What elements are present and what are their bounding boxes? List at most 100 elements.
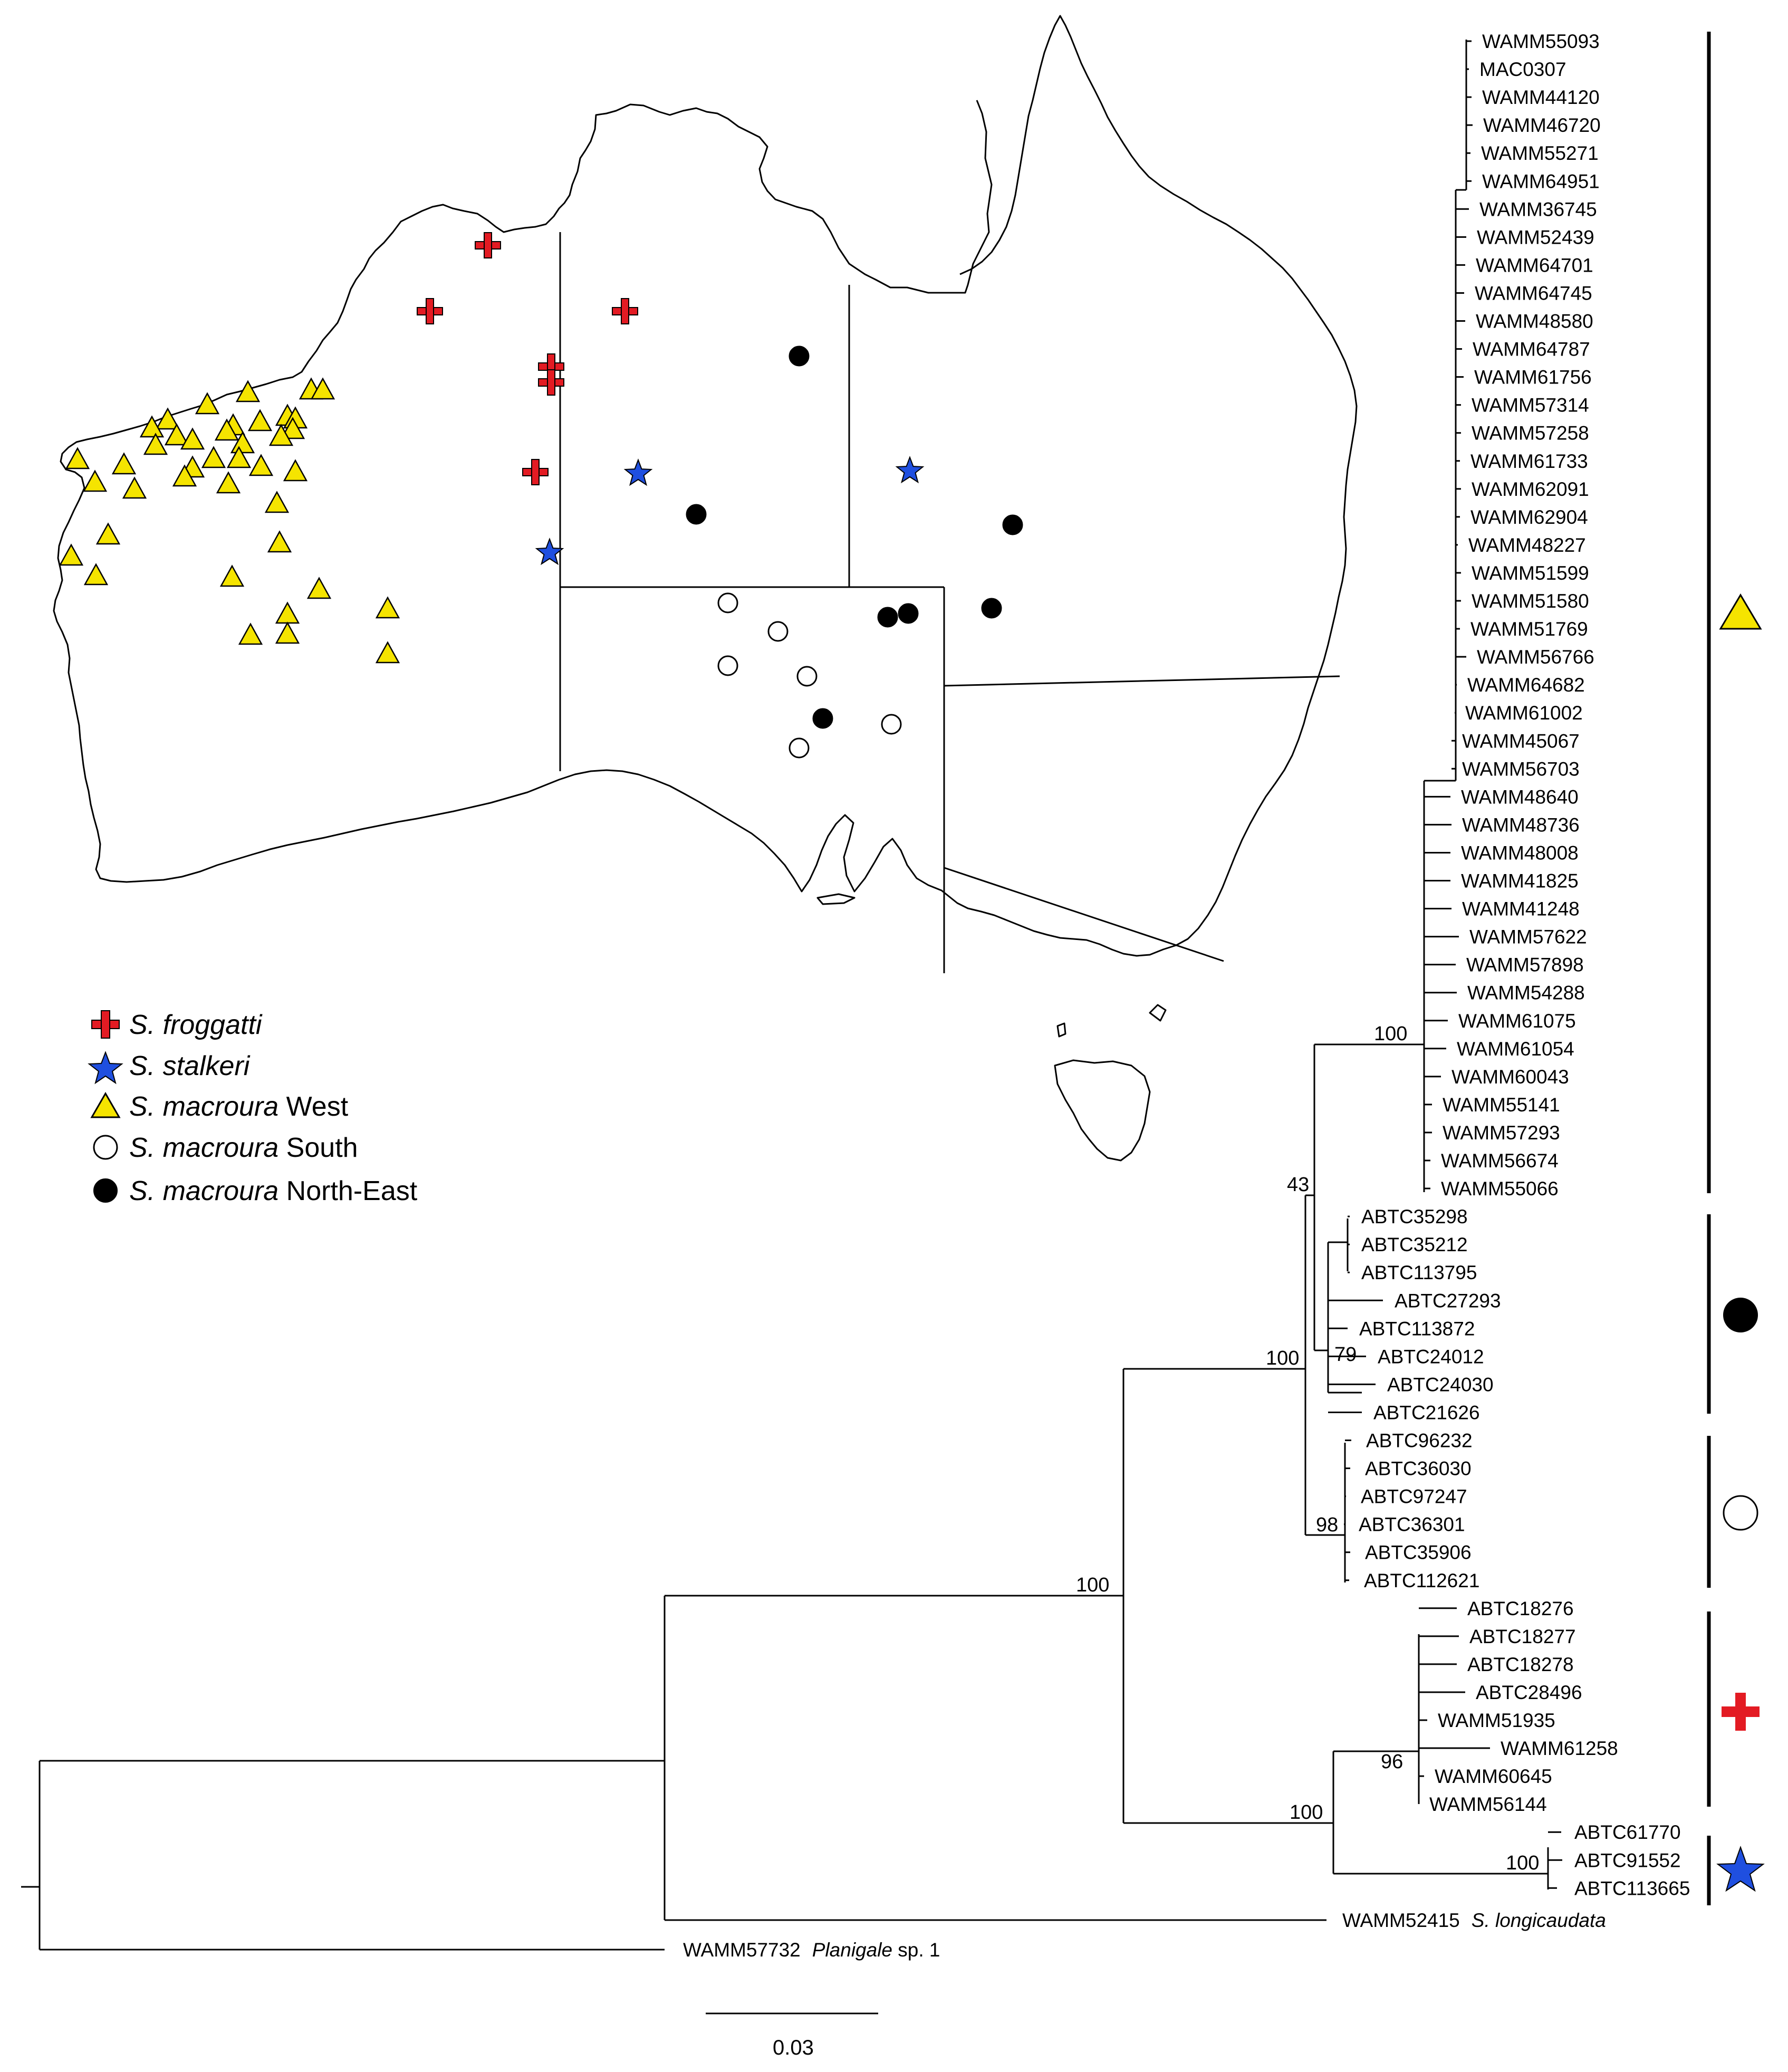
label-longicaudata: WAMM52415 S. longicaudata: [1342, 1910, 1606, 1931]
tip-label: ABTC18276: [1467, 1598, 1574, 1619]
tip-label: ABTC24012: [1378, 1346, 1484, 1367]
macroura-south-circle-icon: [881, 714, 902, 735]
macroura-west-triangle-icon: [95, 522, 121, 545]
tip-label: WAMM41248: [1462, 898, 1580, 920]
tip-label: WAMM61075: [1458, 1010, 1576, 1032]
tip-label: WAMM51769: [1470, 618, 1588, 640]
legend-item-macroura-northeast: S. macroura North-East: [93, 1176, 418, 1206]
tip-label: WAMM64682: [1467, 674, 1585, 696]
tip-label: WAMM48008: [1461, 842, 1579, 864]
tip-label: ABTC36301: [1359, 1514, 1465, 1536]
legend-froggatti-label: S. froggatti: [129, 1010, 263, 1040]
australia-map: [53, 15, 1358, 1162]
tip-label: WAMM60645: [1435, 1766, 1552, 1787]
tip-label: WAMM57314: [1472, 395, 1589, 416]
macroura-west-triangle-icon: [267, 530, 292, 553]
tip-label: WAMM48580: [1476, 311, 1593, 332]
kangaroo-island: [816, 893, 855, 905]
macroura-west-triangle-icon: [172, 464, 197, 487]
tip-label: ABTC36030: [1365, 1458, 1472, 1480]
tip-label: WAMM57622: [1469, 926, 1587, 948]
tip-label: WAMM46720: [1483, 114, 1601, 136]
tip-label: ABTC96232: [1366, 1430, 1473, 1452]
red-cross-icon: [91, 1010, 120, 1039]
svg-text:S. macroura West: S. macroura West: [129, 1091, 349, 1122]
macroura-west-triangle-icon: [280, 417, 305, 439]
tip-label: WAMM61054: [1457, 1038, 1574, 1060]
outgroup-labels: WAMM52415 S. longicaudata WAMM57732 Planig…: [683, 1910, 1606, 1961]
tip-label: ABTC28496: [1476, 1682, 1582, 1703]
support-ne-sub: 79: [1334, 1344, 1357, 1366]
svg-text:S. macroura North-East: S. macroura North-East: [129, 1176, 418, 1206]
map-markers: [59, 232, 1023, 759]
legend-macroura-northeast-label: S. macroura: [129, 1176, 278, 1206]
macroura-west-triangle-icon: [214, 418, 239, 441]
tip-label: ABTC91552: [1574, 1849, 1681, 1871]
support-values: 100 43 79 100 98 100 96 100 100: [1076, 1023, 1539, 1874]
macroura-west-triangle-icon: [216, 471, 241, 494]
phylogenetic-tree: WAMM55093 MAC0307 WAMM44120 WAMM46720 WAMM55…: [21, 31, 1690, 1951]
legend-item-stalkeri: S. stalkeri: [88, 1051, 251, 1085]
macroura-northeast-dot-icon: [686, 504, 707, 525]
legend-item-froggatti: S. froggatti: [91, 1010, 263, 1040]
tip-label: ABTC61770: [1574, 1821, 1681, 1843]
macroura-west-triangle-icon: [180, 427, 205, 450]
clade-west-tips: WAMM55093 MAC0307 WAMM44120 WAMM46720 WAMM55…: [1424, 31, 1601, 1200]
macroura-south-circle-icon: [767, 621, 789, 642]
tip-label: WAMM56766: [1477, 646, 1594, 668]
legend-stalkeri-label: S. stalkeri: [129, 1051, 251, 1081]
tip-label: WAMM45067: [1462, 730, 1580, 752]
macroura-west-triangle-icon: [238, 622, 263, 645]
froggatti-cross-icon: [417, 298, 443, 324]
macroura-west-triangle-icon: [219, 564, 245, 587]
support-south: 98: [1316, 1514, 1338, 1536]
tip-label: WAMM54288: [1467, 982, 1585, 1004]
tip-label: ABTC18278: [1467, 1654, 1574, 1675]
tip-label: WAMM55141: [1443, 1094, 1560, 1116]
tip-label: WAMM61733: [1470, 450, 1588, 472]
label-planigale: WAMM57732 Planigale sp. 1: [683, 1939, 940, 1961]
macroura-west-triangle-icon: [226, 446, 252, 468]
tip-label: WAMM56674: [1441, 1150, 1559, 1172]
froggatti-cross-icon: [538, 369, 564, 396]
macroura-west-triangle-icon: [375, 596, 400, 619]
macroura-south-circle-icon: [789, 737, 810, 759]
tip-label: MAC0307: [1479, 59, 1566, 80]
macroura-northeast-dot-icon: [1002, 514, 1023, 535]
clade-froggatti-cross-icon: [1722, 1693, 1760, 1731]
tip-label: ABTC35298: [1361, 1206, 1468, 1227]
flinders-island: [1149, 1004, 1167, 1022]
macroura-west-triangle-icon: [122, 476, 147, 499]
macroura-west-triangle-icon: [82, 469, 108, 492]
tip-label: WAMM55066: [1441, 1178, 1559, 1200]
clade-south-open-circle-icon: [1723, 1495, 1758, 1531]
tip-label: WAMM62904: [1470, 506, 1588, 528]
macroura-northeast-dot-icon: [981, 598, 1002, 619]
tip-label: ABTC24030: [1387, 1374, 1494, 1395]
tip-label: WAMM51599: [1472, 562, 1589, 584]
tip-label: ABTC35212: [1361, 1234, 1468, 1255]
tip-label: WAMM44120: [1482, 87, 1600, 108]
macroura-west-triangle-icon: [248, 454, 274, 476]
macroura-west-triangle-icon: [111, 452, 137, 475]
tip-label: WAMM61756: [1474, 367, 1592, 388]
legend-macroura-south-label: S. macroura: [129, 1133, 278, 1163]
froggatti-cross-icon: [475, 232, 501, 258]
macroura-west-triangle-icon: [310, 377, 335, 400]
macroura-west-triangle-icon: [155, 407, 180, 430]
tip-label: WAMM62091: [1472, 478, 1589, 500]
support-stalkeri: 100: [1506, 1852, 1539, 1874]
macroura-northeast-dot-icon: [789, 346, 810, 367]
froggatti-cross-icon: [612, 298, 638, 324]
open-circle-icon: [93, 1135, 118, 1160]
tip-label: WAMM60043: [1451, 1066, 1569, 1088]
clade-south-tips: ABTC96232 ABTC36030 ABTC97247 ABTC36301 ABTC…: [1344, 1430, 1479, 1591]
macroura-northeast-dot-icon: [812, 708, 833, 729]
macroura-west-triangle-icon: [235, 380, 261, 402]
tip-label: WAMM48736: [1462, 814, 1580, 836]
tip-label: WAMM55271: [1481, 142, 1599, 164]
macroura-west-triangle-icon: [59, 543, 84, 566]
clade-stalkeri-star-icon: [1716, 1846, 1765, 1892]
froggatti-cross-icon: [522, 459, 549, 485]
